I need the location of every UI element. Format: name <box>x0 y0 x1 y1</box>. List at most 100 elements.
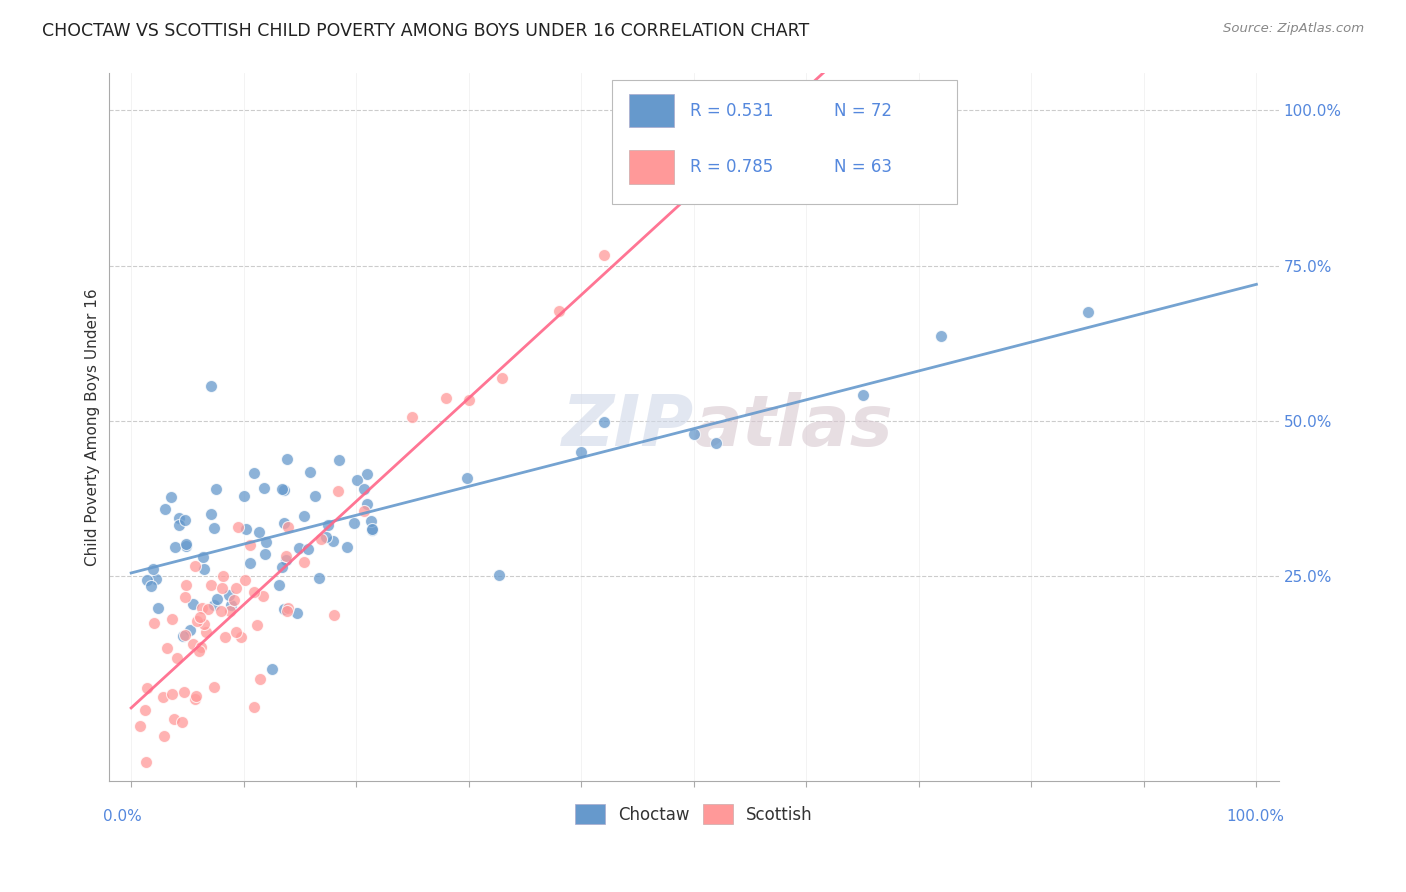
Point <box>233 490 256 504</box>
Point <box>304 489 326 503</box>
Point <box>246 617 269 632</box>
Point <box>173 685 195 699</box>
Point <box>160 612 183 626</box>
Point <box>456 471 478 485</box>
Legend: Choctaw, Scottish: Choctaw, Scottish <box>575 805 813 823</box>
Point <box>273 601 295 615</box>
Point <box>145 573 167 587</box>
Point <box>336 541 359 555</box>
Point <box>235 522 257 536</box>
Point <box>134 703 156 717</box>
Point <box>197 602 219 616</box>
Point <box>184 558 207 573</box>
Point <box>219 598 242 612</box>
Y-axis label: Child Poverty Among Boys Under 16: Child Poverty Among Boys Under 16 <box>86 288 100 566</box>
Point <box>204 681 226 695</box>
Point <box>205 483 228 497</box>
Point <box>260 662 283 676</box>
Point <box>188 609 211 624</box>
Point <box>184 692 207 706</box>
Point <box>167 511 190 525</box>
Bar <box>630 94 673 128</box>
Point <box>360 522 382 536</box>
Point <box>434 391 457 405</box>
Point <box>851 388 873 402</box>
Point <box>315 530 337 544</box>
Point <box>142 562 165 576</box>
Point <box>298 465 321 479</box>
Point <box>155 502 177 516</box>
Point <box>193 562 215 576</box>
Text: ZIP: ZIP <box>561 392 693 461</box>
Point <box>129 719 152 733</box>
Point <box>174 513 197 527</box>
Point <box>136 574 159 588</box>
Point <box>254 535 277 549</box>
Text: Source: ZipAtlas.com: Source: ZipAtlas.com <box>1223 22 1364 36</box>
Point <box>1077 305 1099 319</box>
Point <box>401 409 423 424</box>
Point <box>328 453 350 467</box>
Point <box>174 539 197 553</box>
Point <box>322 534 344 549</box>
Bar <box>630 150 673 184</box>
Point <box>222 592 245 607</box>
Point <box>308 571 330 585</box>
Point <box>592 247 614 261</box>
Point <box>276 604 298 618</box>
Point <box>174 537 197 551</box>
Point <box>316 517 339 532</box>
Point <box>309 532 332 546</box>
Point <box>343 516 366 530</box>
Point <box>200 508 222 522</box>
Point <box>457 392 479 407</box>
Point <box>200 578 222 592</box>
Point <box>226 519 249 533</box>
Point <box>143 616 166 631</box>
Point <box>190 640 212 655</box>
Point <box>704 436 727 450</box>
Point <box>353 482 375 496</box>
Point <box>172 629 194 643</box>
Point <box>271 560 294 574</box>
Point <box>174 590 197 604</box>
Text: R = 0.531: R = 0.531 <box>690 102 773 120</box>
Point <box>292 508 315 523</box>
Point <box>491 370 513 384</box>
Text: N = 63: N = 63 <box>834 158 893 176</box>
Point <box>254 547 277 561</box>
Point <box>193 617 215 632</box>
Point <box>285 607 308 621</box>
Point <box>167 518 190 533</box>
Point <box>181 597 204 611</box>
Point <box>353 503 375 517</box>
Point <box>202 521 225 535</box>
Point <box>271 483 294 497</box>
Point <box>360 514 382 528</box>
Point <box>360 523 382 537</box>
Point <box>346 473 368 487</box>
Point <box>207 592 229 607</box>
Point <box>488 568 510 582</box>
Point <box>146 601 169 615</box>
Point <box>218 588 240 602</box>
Point <box>152 690 174 704</box>
Point <box>225 581 247 595</box>
Point <box>273 483 295 497</box>
Point <box>229 630 252 644</box>
Text: 100.0%: 100.0% <box>1227 809 1285 824</box>
Point <box>233 573 256 587</box>
Text: 0.0%: 0.0% <box>103 809 142 824</box>
Point <box>139 579 162 593</box>
Point <box>219 604 242 618</box>
Point <box>212 569 235 583</box>
Point <box>191 550 214 565</box>
Point <box>253 481 276 495</box>
Point <box>174 578 197 592</box>
Point <box>186 614 208 628</box>
Point <box>173 628 195 642</box>
Point <box>155 641 177 656</box>
Text: CHOCTAW VS SCOTTISH CHILD POVERTY AMONG BOYS UNDER 16 CORRELATION CHART: CHOCTAW VS SCOTTISH CHILD POVERTY AMONG … <box>42 22 810 40</box>
Point <box>202 598 225 612</box>
Point <box>292 555 315 569</box>
